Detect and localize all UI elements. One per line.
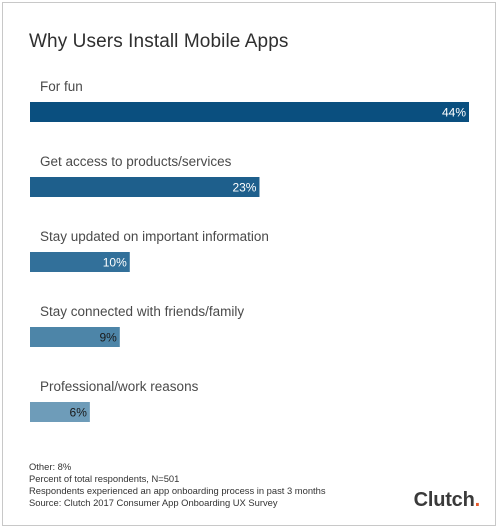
- bar: [30, 102, 469, 122]
- chart-title: Why Users Install Mobile Apps: [29, 31, 289, 52]
- bar: [30, 327, 120, 347]
- brand-dot-icon: .: [474, 489, 481, 511]
- bar: [30, 177, 260, 197]
- note-other: Other: 8%: [29, 461, 72, 472]
- value-label: 10%: [103, 256, 127, 270]
- value-label: 6%: [70, 406, 88, 420]
- bar: [30, 402, 90, 422]
- clutch-logo: Clutch.: [413, 489, 481, 512]
- category-label: Stay updated on important information: [40, 229, 269, 244]
- category-label: Professional/work reasons: [40, 379, 199, 394]
- value-label: 23%: [232, 181, 256, 195]
- category-label: Stay connected with friends/family: [40, 304, 244, 319]
- category-label: For fun: [40, 79, 83, 94]
- category-label: Get access to products/services: [40, 154, 232, 169]
- note-onboarding: Respondents experienced an app onboardin…: [29, 485, 326, 496]
- chart-notes: Other: 8% Percent of total respondents, …: [29, 461, 326, 509]
- bar: [30, 252, 130, 272]
- brand-name: Clutch: [413, 489, 475, 511]
- value-label: 9%: [99, 331, 117, 345]
- note-source: Source: Clutch 2017 Consumer App Onboard…: [29, 497, 278, 508]
- note-respondents: Percent of total respondents, N=501: [29, 473, 180, 484]
- value-label: 44%: [442, 106, 466, 120]
- bar-chart: For fun 44% Get access to products/service…: [30, 79, 469, 422]
